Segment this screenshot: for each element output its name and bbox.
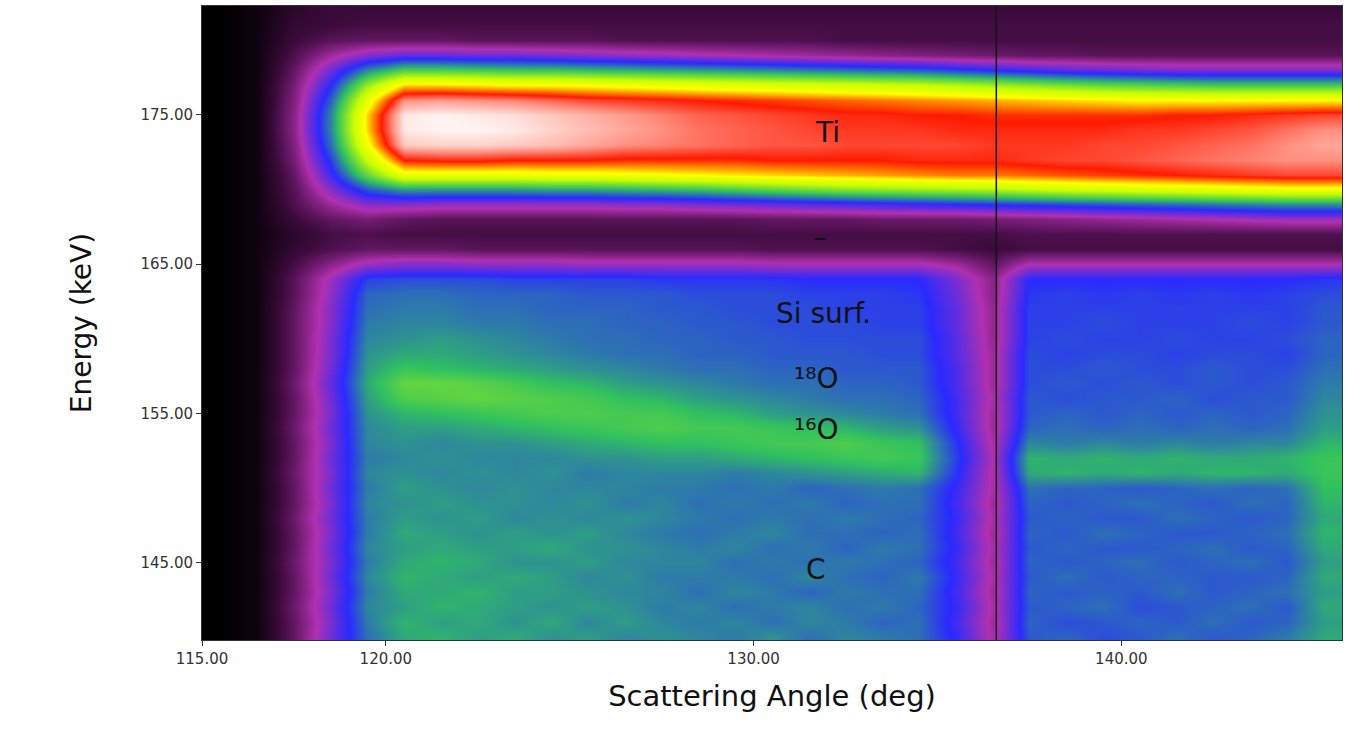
svg-text:Si surf.: Si surf. — [776, 297, 871, 330]
svg-text:–: – — [813, 221, 827, 254]
svg-text:¹⁸O: ¹⁸O — [794, 362, 839, 395]
svg-text:Energy (keV): Energy (keV) — [65, 233, 98, 413]
svg-text:Scattering Angle (deg): Scattering Angle (deg) — [608, 679, 936, 713]
svg-text:130.00: 130.00 — [727, 650, 780, 668]
svg-text:Ti: Ti — [815, 116, 840, 149]
svg-text:115.00: 115.00 — [176, 650, 229, 668]
svg-text:155.00: 155.00 — [141, 405, 194, 423]
svg-text:145.00: 145.00 — [141, 554, 194, 572]
svg-text:120.00: 120.00 — [360, 650, 413, 668]
svg-text:¹⁶O: ¹⁶O — [794, 413, 839, 446]
svg-text:140.00: 140.00 — [1095, 650, 1148, 668]
svg-text:175.00: 175.00 — [141, 106, 194, 124]
svg-text:165.00: 165.00 — [141, 255, 194, 273]
svg-text:C: C — [806, 553, 826, 586]
